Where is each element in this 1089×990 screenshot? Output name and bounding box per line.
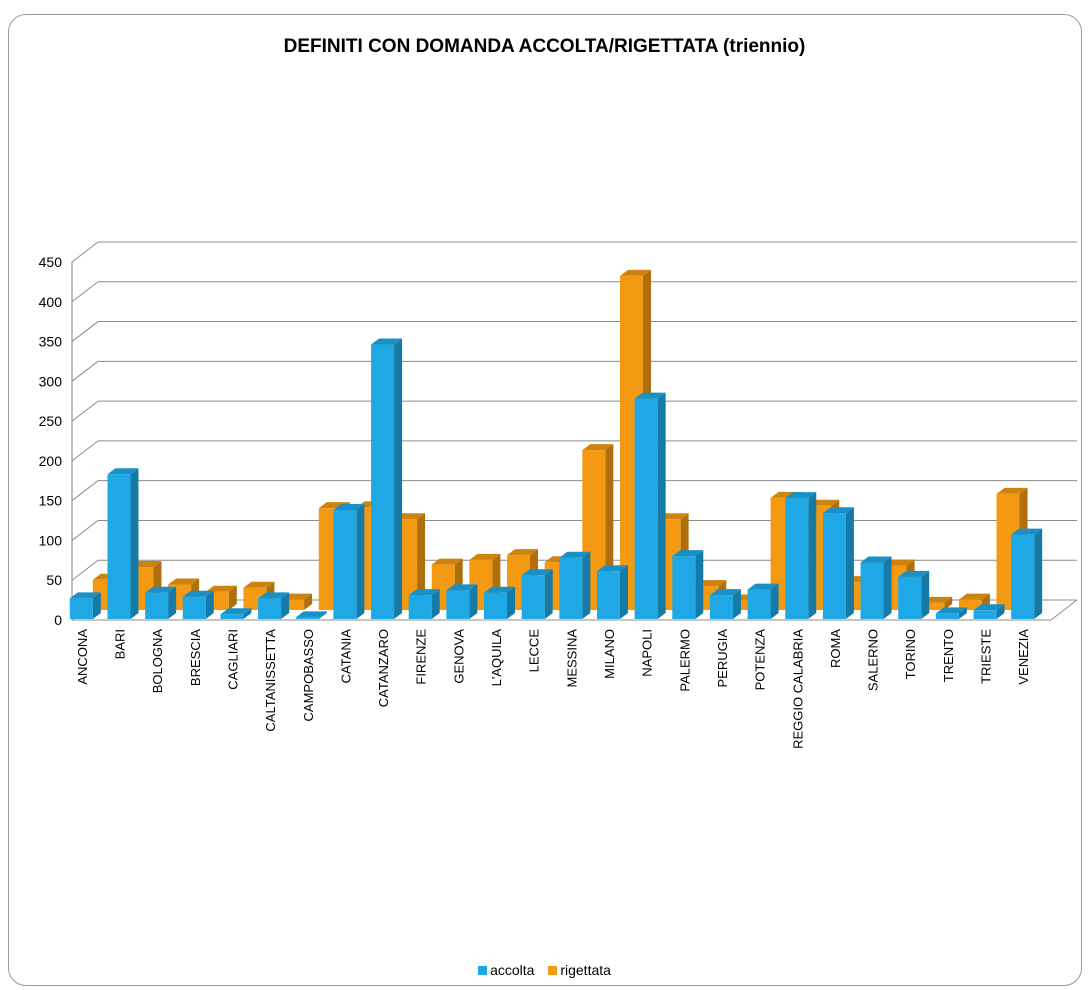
bar-accolta-side bbox=[582, 552, 590, 619]
bar-accolta bbox=[559, 558, 582, 619]
bar-accolta-side bbox=[356, 504, 364, 619]
bar-accolta bbox=[446, 590, 469, 619]
x-tick-label: CAGLIARI bbox=[225, 629, 240, 690]
x-tick-label: REGGIO CALABRIA bbox=[790, 629, 805, 749]
bar-accolta bbox=[1011, 535, 1034, 619]
x-tick-label: GENOVA bbox=[451, 629, 466, 684]
gridline-depth bbox=[72, 282, 98, 302]
x-tick-label: TRENTO bbox=[941, 629, 956, 682]
bar-accolta-side bbox=[695, 550, 703, 619]
y-tick-label: 50 bbox=[46, 572, 62, 588]
x-tick-label: CAMPOBASSO bbox=[301, 629, 316, 721]
legend-swatch-accolta bbox=[478, 966, 487, 975]
x-tick-label: VENEZIA bbox=[1016, 629, 1031, 685]
x-tick-label: SALERNO bbox=[866, 629, 881, 691]
x-tick-label: TRIESTE bbox=[979, 629, 994, 684]
bar-accolta bbox=[145, 593, 168, 619]
bar-accolta-side bbox=[658, 393, 666, 619]
bar-accolta-side bbox=[808, 492, 816, 619]
gridline-depth bbox=[72, 441, 98, 461]
gridline-depth bbox=[72, 401, 98, 421]
bar-accolta-side bbox=[771, 584, 779, 619]
bar-accolta bbox=[785, 498, 808, 619]
bar-accolta bbox=[710, 595, 733, 619]
bar-accolta bbox=[672, 556, 695, 619]
x-tick-label: TORINO bbox=[903, 629, 918, 679]
bar-accolta bbox=[861, 563, 884, 619]
bar-accolta-side bbox=[620, 565, 628, 619]
x-tick-label: CALTANISSETTA bbox=[263, 629, 278, 732]
bar-accolta-side bbox=[394, 339, 402, 619]
bar-accolta-side bbox=[1034, 529, 1042, 619]
gridline-depth bbox=[72, 520, 98, 540]
bar-accolta-side bbox=[921, 571, 929, 619]
bar-accolta bbox=[107, 474, 130, 619]
legend-label-rigettata: rigettata bbox=[560, 962, 611, 978]
legend-item-accolta: accolta bbox=[478, 962, 534, 978]
bar-accolta bbox=[409, 595, 432, 619]
bar-accolta-side bbox=[130, 468, 138, 619]
y-tick-label: 350 bbox=[39, 334, 63, 350]
bar-accolta bbox=[333, 510, 356, 619]
bar-accolta bbox=[258, 598, 281, 619]
bar-accolta bbox=[748, 590, 771, 619]
bar-accolta bbox=[635, 399, 658, 619]
gridline-depth bbox=[72, 242, 98, 262]
x-tick-label: PALERMO bbox=[677, 629, 692, 692]
y-tick-label: 450 bbox=[39, 254, 63, 270]
bar-accolta bbox=[597, 571, 620, 619]
x-tick-label: L'AQUILA bbox=[489, 629, 504, 687]
bar-accolta bbox=[898, 577, 921, 619]
y-tick-label: 200 bbox=[39, 453, 63, 469]
bar-accolta bbox=[371, 345, 394, 619]
bar-accolta bbox=[70, 598, 93, 619]
x-tick-label: NAPOLI bbox=[640, 629, 655, 677]
legend-label-accolta: accolta bbox=[490, 962, 534, 978]
bar-accolta bbox=[974, 610, 997, 619]
x-tick-label: PERUGIA bbox=[715, 629, 730, 688]
x-tick-label: BARI bbox=[112, 629, 127, 659]
x-tick-label: POTENZA bbox=[753, 629, 768, 691]
bar-accolta-side bbox=[884, 557, 892, 619]
x-tick-label: ROMA bbox=[828, 629, 843, 668]
bar-accolta-side bbox=[545, 569, 553, 619]
x-tick-label: FIRENZE bbox=[414, 629, 429, 685]
gridline-depth bbox=[72, 322, 98, 342]
y-tick-label: 150 bbox=[39, 493, 63, 509]
bar-accolta bbox=[522, 575, 545, 619]
x-tick-label: CATANIA bbox=[338, 629, 353, 684]
legend-swatch-rigettata bbox=[548, 966, 557, 975]
gridline-depth bbox=[72, 481, 98, 501]
bar-accolta-top bbox=[296, 611, 327, 617]
bar-accolta bbox=[936, 613, 959, 619]
y-tick-label: 300 bbox=[39, 373, 63, 389]
gridline-depth bbox=[72, 560, 98, 580]
legend: accolta rigettata bbox=[0, 962, 1089, 978]
y-tick-label: 400 bbox=[39, 294, 63, 310]
y-tick-label: 0 bbox=[54, 612, 62, 628]
bar-accolta bbox=[220, 614, 243, 619]
x-tick-label: MESSINA bbox=[564, 629, 579, 688]
x-tick-label: CATANZARO bbox=[376, 629, 391, 707]
chart-plot: 0 50 100 150 200 250 300 350 400 450 ANCONA BARI BOL… bbox=[0, 0, 1089, 960]
legend-item-rigettata: rigettata bbox=[548, 962, 611, 978]
floor-right-edge bbox=[1051, 600, 1077, 620]
y-tick-label: 100 bbox=[39, 532, 63, 548]
x-tick-label: BOLOGNA bbox=[150, 629, 165, 694]
bar-accolta-side bbox=[469, 584, 477, 619]
bar-accolta bbox=[823, 513, 846, 619]
x-tick-label: BRESCIA bbox=[188, 629, 203, 686]
y-tick-label: 250 bbox=[39, 413, 63, 429]
bar-accolta bbox=[296, 617, 319, 619]
gridline-depth bbox=[72, 361, 98, 381]
x-tick-label: ANCONA bbox=[75, 629, 90, 685]
bar-accolta-side bbox=[846, 507, 854, 619]
x-tick-label: MILANO bbox=[602, 629, 617, 679]
x-tick-label: LECCE bbox=[527, 629, 542, 673]
bar-accolta bbox=[484, 593, 507, 619]
bar-accolta bbox=[183, 597, 206, 619]
